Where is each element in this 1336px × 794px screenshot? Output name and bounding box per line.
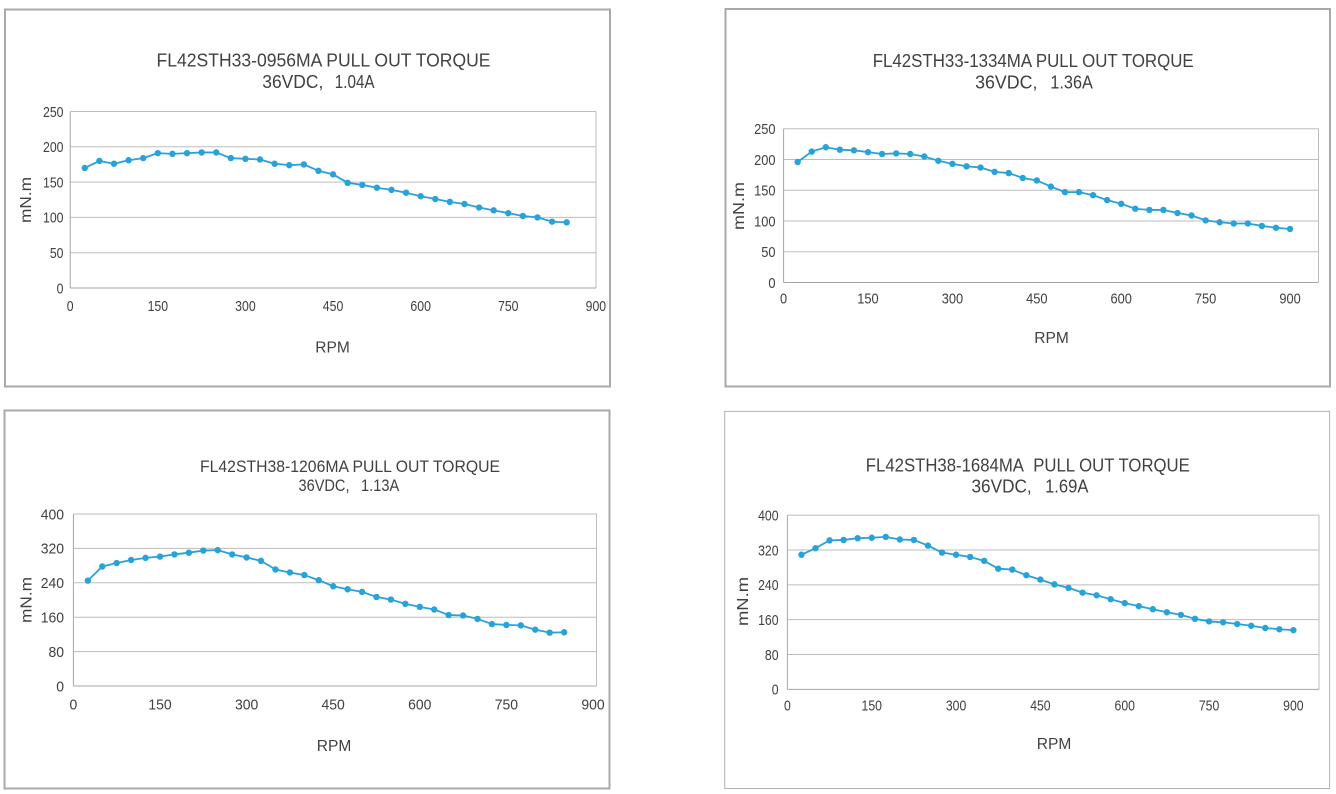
svg-text:80: 80 [765,648,779,664]
svg-text:600: 600 [410,299,431,315]
svg-text:mN.m: mN.m [18,177,35,223]
svg-text:100: 100 [754,214,775,230]
svg-text:160: 160 [41,611,64,627]
svg-text:mN.m: mN.m [735,577,752,626]
svg-text:0: 0 [780,291,787,307]
svg-text:150: 150 [754,184,775,200]
svg-text:750: 750 [495,697,518,713]
svg-text:1.04A: 1.04A [335,71,375,92]
svg-text:150: 150 [862,698,882,714]
svg-text:80: 80 [48,645,64,661]
svg-text:150: 150 [148,697,171,713]
svg-text:1.36A: 1.36A [1050,72,1093,93]
svg-text:RPM: RPM [315,339,350,356]
svg-text:0: 0 [768,276,775,292]
svg-text:36VDC,: 36VDC, [975,72,1037,93]
svg-text:RPM: RPM [1034,330,1069,347]
svg-text:450: 450 [322,697,345,713]
svg-text:200: 200 [754,153,775,169]
svg-text:600: 600 [408,697,431,713]
svg-text:450: 450 [1026,291,1047,307]
svg-text:300: 300 [235,299,256,315]
svg-text:0: 0 [70,697,78,713]
svg-text:50: 50 [50,246,64,262]
svg-text:0: 0 [57,281,64,297]
svg-text:600: 600 [1115,698,1135,714]
svg-text:250: 250 [43,105,64,121]
svg-text:240: 240 [41,576,64,592]
svg-text:750: 750 [1199,698,1219,714]
svg-text:50: 50 [761,245,775,261]
svg-text:mN.m: mN.m [19,577,36,623]
svg-text:450: 450 [1030,698,1050,714]
svg-text:400: 400 [758,508,778,524]
svg-text:FL42STH38-1684MA PULL OUT TOR: FL42STH38-1684MA PULL OUT TORQUE [866,454,1190,475]
svg-text:750: 750 [1195,291,1216,307]
svg-text:150: 150 [857,291,878,307]
svg-text:FL42STH33-0956MA PULL OUT TORQ: FL42STH33-0956MA PULL OUT TORQUE [157,50,491,71]
svg-text:300: 300 [235,697,258,713]
svg-text:FL42STH33-1334MA PULL OUT TORQ: FL42STH33-1334MA PULL OUT TORQUE [873,50,1194,71]
svg-text:0: 0 [784,698,791,714]
svg-text:900: 900 [1283,698,1303,714]
svg-text:36VDC,: 36VDC, [972,475,1032,496]
svg-text:0: 0 [67,299,74,315]
svg-text:1.13A: 1.13A [361,476,400,495]
svg-text:200: 200 [43,140,64,156]
svg-text:FL42STH38-1206MA PULL OUT TORQ: FL42STH38-1206MA PULL OUT TORQUE [200,457,500,476]
svg-text:750: 750 [498,299,519,315]
svg-text:900: 900 [581,697,604,713]
svg-text:150: 150 [148,299,169,315]
svg-text:320: 320 [41,542,64,558]
svg-text:160: 160 [758,613,778,629]
svg-text:900: 900 [1279,291,1300,307]
svg-text:100: 100 [43,211,64,227]
svg-text:RPM: RPM [317,738,352,755]
svg-text:900: 900 [586,299,607,315]
svg-text:0: 0 [772,683,779,699]
svg-text:450: 450 [323,299,344,315]
svg-text:600: 600 [1111,291,1132,307]
svg-text:RPM: RPM [1037,736,1072,753]
svg-text:300: 300 [942,291,963,307]
svg-text:400: 400 [41,507,64,523]
svg-text:150: 150 [43,175,64,191]
svg-text:300: 300 [946,698,966,714]
svg-text:1.69A: 1.69A [1045,475,1089,496]
svg-text:0: 0 [56,679,64,695]
svg-text:240: 240 [758,578,778,594]
svg-text:250: 250 [754,122,775,138]
svg-text:36VDC,: 36VDC, [299,476,350,495]
svg-text:320: 320 [758,543,778,559]
svg-text:36VDC,: 36VDC, [262,71,323,92]
svg-text:mN.m: mN.m [731,182,748,230]
